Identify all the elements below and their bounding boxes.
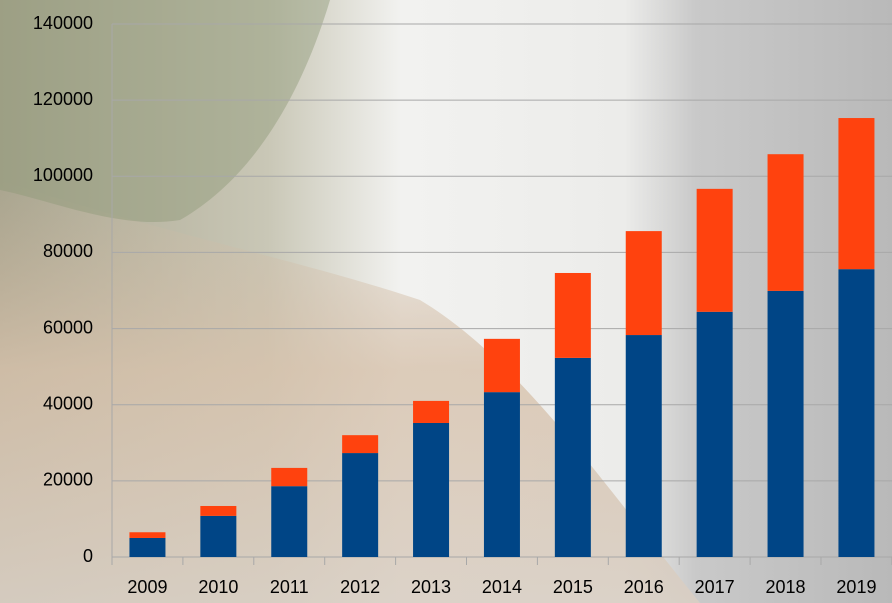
y-tick-label: 100000 — [33, 165, 93, 185]
x-tick-label: 2017 — [695, 577, 735, 597]
bar-segment — [200, 506, 236, 516]
x-tick-label: 2014 — [482, 577, 522, 597]
bar-segment — [342, 435, 378, 453]
x-tick-label: 2013 — [411, 577, 451, 597]
bar-segment — [271, 486, 307, 557]
bar-segment — [129, 532, 165, 538]
bar-segment — [626, 335, 662, 557]
bar-segment — [838, 118, 874, 269]
x-tick-label: 2011 — [270, 577, 309, 597]
bar-segment — [697, 189, 733, 312]
bar-segment — [484, 339, 520, 392]
bar-segment — [413, 423, 449, 557]
bar-segment — [484, 392, 520, 557]
y-tick-label: 60000 — [43, 317, 93, 337]
x-tick-label: 2018 — [766, 577, 806, 597]
x-tick-label: 2010 — [198, 577, 238, 597]
bar-segment — [413, 401, 449, 423]
x-tick-label: 2016 — [624, 577, 664, 597]
y-tick-label: 40000 — [43, 393, 93, 413]
bar-segment — [555, 358, 591, 557]
y-tick-label: 120000 — [33, 89, 93, 109]
bar-segment — [129, 538, 165, 557]
x-tick-label: 2012 — [340, 577, 380, 597]
y-tick-label: 0 — [83, 546, 93, 566]
bar-segment — [342, 453, 378, 557]
x-tick-label: 2019 — [836, 577, 876, 597]
x-tick-label: 2009 — [127, 577, 167, 597]
bar-segment — [200, 516, 236, 557]
y-tick-label: 20000 — [43, 470, 93, 490]
y-tick-label: 140000 — [33, 13, 93, 33]
x-tick-label: 2015 — [553, 577, 593, 597]
bar-segment — [626, 231, 662, 335]
bar-segment — [697, 312, 733, 557]
bar-segment — [768, 154, 804, 291]
bar-segment — [555, 273, 591, 358]
y-tick-label: 80000 — [43, 241, 93, 261]
bar-segment — [271, 468, 307, 486]
bar-segment — [768, 291, 804, 557]
chart: 0 20000 40000 60000 80000 100000 120000 140000 2… — [0, 0, 892, 603]
bar-segment — [838, 269, 874, 557]
